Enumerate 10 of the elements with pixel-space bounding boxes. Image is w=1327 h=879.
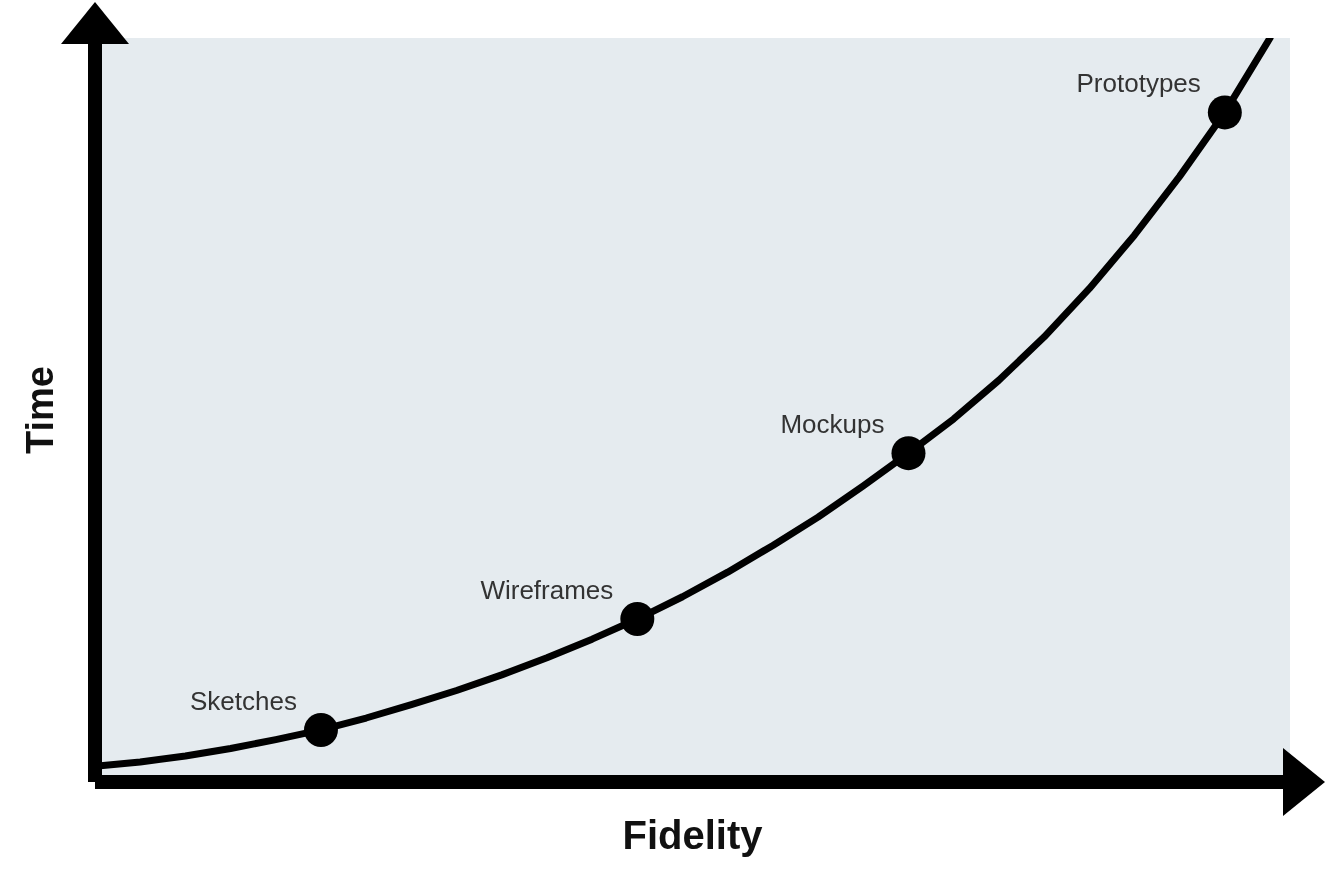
point [1207, 95, 1242, 130]
series-label: Wireframes [480, 575, 614, 606]
x-axis-title: Fidelity [622, 813, 764, 857]
series-label: Sketches [190, 685, 297, 716]
point [891, 436, 926, 471]
y-axis-title: Time [19, 365, 61, 455]
series-label: Prototypes [1076, 68, 1201, 99]
point [303, 712, 338, 747]
series-label: Mockups [780, 409, 885, 440]
point [620, 602, 655, 637]
